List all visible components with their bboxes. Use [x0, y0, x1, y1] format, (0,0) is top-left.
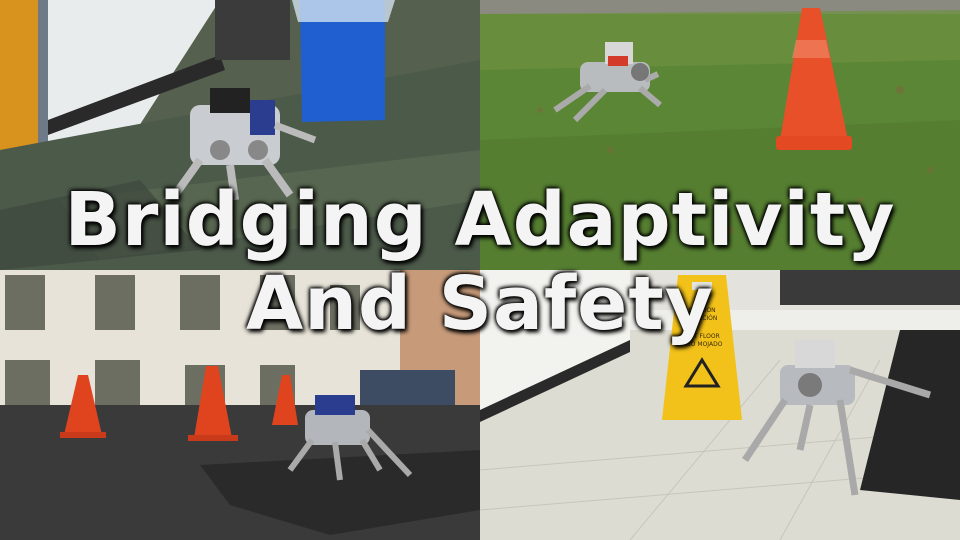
sign-line1: CAUTION: [688, 307, 715, 314]
panel-grass-cone: [480, 0, 960, 270]
title-line2: And Safety: [246, 261, 714, 347]
robot-dog-2: [553, 42, 662, 123]
warning-triangle-icon: [683, 357, 721, 388]
traffic-cone-1: [776, 8, 852, 150]
traffic-cones: [60, 366, 298, 441]
title-line1: Bridging Adaptivity: [64, 177, 896, 263]
door-panel: [0, 0, 40, 160]
doormat: [860, 330, 960, 500]
sign-line3: WET FLOOR: [684, 333, 720, 340]
panel-courtyard-cones: [0, 270, 480, 540]
trash-bin-gray: [215, 0, 290, 60]
title-overlay: Bridging Adaptivity And Safety: [0, 178, 960, 346]
recycle-bin: [300, 0, 385, 122]
bins-row: [360, 370, 455, 405]
robot-dog-4: [742, 340, 932, 496]
grass-cone-scene: [480, 0, 960, 270]
robot-dog-1: [171, 88, 317, 201]
courtyard-scene: [0, 270, 480, 540]
panel-indoor-carpet: [0, 0, 480, 270]
wet-floor-scene: CAUTION ATENCIÓN WET FLOOR PISO MOJADO: [480, 270, 960, 540]
sign-line4: PISO MOJADO: [682, 341, 723, 348]
wet-floor-sign: CAUTION ATENCIÓN WET FLOOR PISO MOJADO: [662, 275, 742, 420]
panel-wet-floor: CAUTION ATENCIÓN WET FLOOR PISO MOJADO: [480, 270, 960, 540]
robot-dog-3: [287, 395, 413, 481]
indoor-carpet-scene: [0, 0, 480, 270]
sign-line2: ATENCIÓN: [687, 315, 718, 322]
